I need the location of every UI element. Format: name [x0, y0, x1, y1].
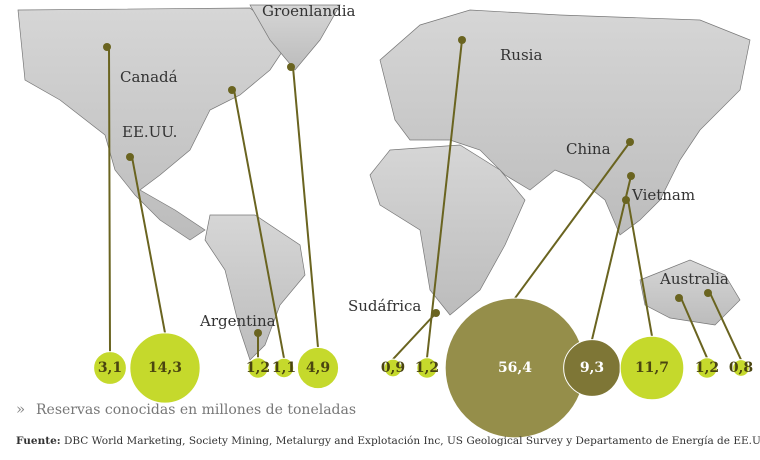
location-dot: [627, 172, 635, 180]
bubble: [129, 332, 201, 404]
bubble: [416, 357, 438, 379]
value-label: 3,1: [98, 360, 122, 376]
location-dot: [287, 63, 295, 71]
south-america: [204, 214, 306, 361]
north-america: [17, 7, 291, 241]
caption: Reservas conocidas en millones de tonela…: [36, 402, 356, 418]
location-dot: [675, 294, 683, 302]
map-label: Sudáfrica: [348, 297, 421, 315]
source: Fuente: DBC World Marketing, Society Min…: [16, 435, 760, 447]
value-label: 14,3: [148, 360, 182, 376]
bubble: [247, 357, 269, 379]
source-text: DBC World Marketing, Society Mining, Met…: [64, 435, 760, 447]
continents: [17, 4, 751, 361]
value-label: 4,9: [306, 360, 330, 376]
location-dot: [126, 153, 134, 161]
value-label: 56,4: [498, 360, 532, 376]
location-dot: [103, 43, 111, 51]
value-label: 1,1: [272, 360, 296, 376]
map-label: China: [566, 140, 611, 158]
bubble: [696, 357, 718, 379]
bubble: [619, 335, 685, 401]
value-label: 11,7: [635, 360, 669, 376]
value-label: 1,2: [246, 360, 270, 376]
bubble: [273, 357, 295, 379]
map-label: Groenlandia: [262, 2, 356, 20]
leader-line: [392, 312, 437, 360]
map-label: EE.UU.: [122, 123, 177, 141]
australia: [639, 259, 741, 326]
source-label: Fuente:: [16, 435, 61, 447]
greenland: [249, 4, 341, 71]
value-label: 9,3: [580, 360, 604, 376]
map-label: Vietnam: [631, 186, 695, 204]
value-label: 1,2: [695, 360, 719, 376]
caption-marker: »: [16, 400, 25, 418]
location-dot: [228, 86, 236, 94]
location-dot: [458, 36, 466, 44]
bubble: [296, 346, 340, 390]
leader-line: [426, 39, 463, 358]
value-label: 0,8: [729, 360, 753, 376]
location-dot: [432, 309, 440, 317]
value-label: 1,2: [415, 360, 439, 376]
map-label: Canadá: [120, 68, 178, 86]
map-label: Australia: [659, 270, 729, 288]
value-label: 0,9: [381, 360, 405, 376]
bubble: [732, 359, 750, 377]
leader-line: [291, 66, 319, 348]
bubble: [93, 351, 127, 385]
location-dot: [704, 289, 712, 297]
location-dot: [626, 138, 634, 146]
location-dot: [254, 329, 262, 337]
map-label: Argentina: [199, 312, 276, 330]
map-label: Rusia: [500, 46, 542, 64]
africa: [369, 144, 526, 316]
bubble: [383, 358, 403, 378]
location-dot: [622, 196, 630, 204]
eurasia: [379, 9, 751, 236]
leader-line: [514, 141, 631, 299]
